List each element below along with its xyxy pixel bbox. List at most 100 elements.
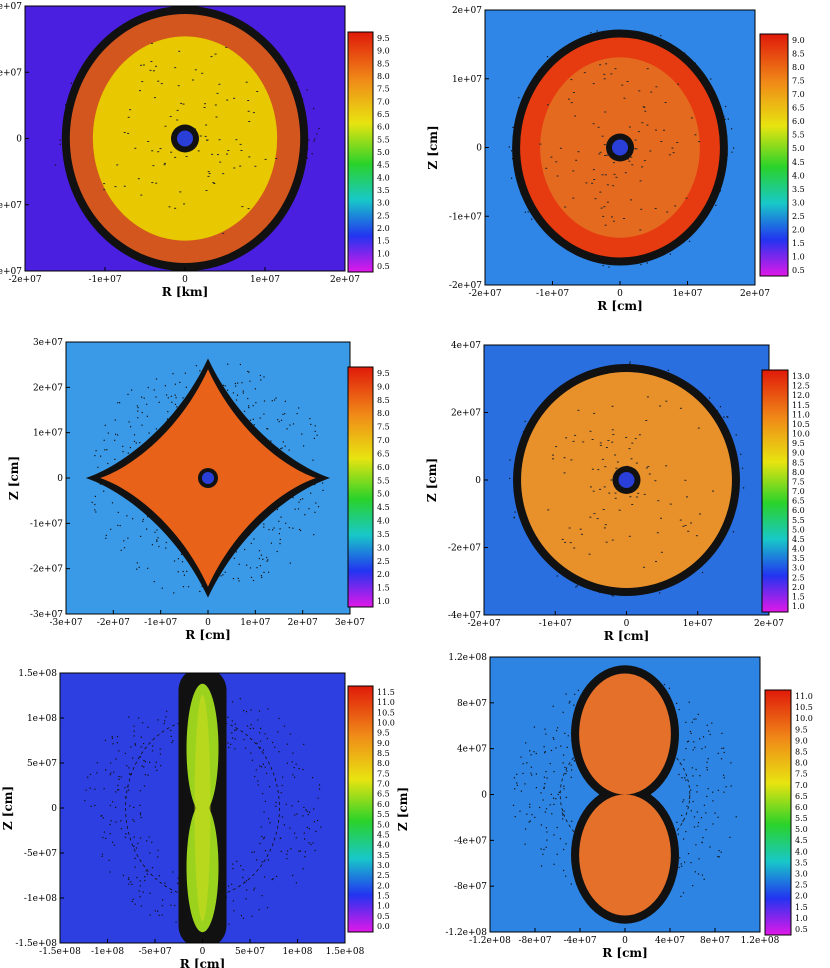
- y-tick-label: 1e+07: [452, 75, 482, 85]
- colorbar-tick-label: 4.5: [792, 535, 805, 544]
- colorbar-tick-label: 8.0: [377, 759, 390, 768]
- colorbar-tick-label: 6.0: [792, 117, 805, 126]
- y-tick-label: -2e+07: [0, 267, 22, 277]
- colorbar-tick-label: 5.0: [795, 825, 808, 834]
- y-tick-label: -4e+07: [454, 836, 487, 846]
- y-tick-label: -5e+07: [24, 849, 57, 859]
- colorbar-tick-label: 2.0: [377, 570, 390, 579]
- colorbar-tick-label: 6.5: [792, 104, 805, 113]
- colorbar-tick-label: 7.5: [792, 77, 805, 86]
- colorbar-tick-label: 6.0: [792, 506, 805, 515]
- x-tick-label: -1e+07: [88, 275, 121, 285]
- density-blob: [513, 364, 740, 596]
- colorbar: [759, 33, 789, 277]
- x-tick-label: 0: [622, 936, 628, 946]
- colorbar-tick-label: 8.0: [377, 72, 390, 81]
- y-tick-label: -4e+07: [448, 611, 481, 621]
- colorbar-tick-label: 3.5: [795, 858, 808, 867]
- colorbar-tick-label: 6.0: [377, 123, 390, 132]
- x-tick-label: -2e+07: [8, 275, 41, 285]
- x-tick-label: 2e+07: [288, 618, 318, 628]
- colorbar-tick-label: 9.5: [377, 369, 390, 378]
- x-tick-label: -1e+07: [536, 289, 569, 299]
- x-tick-label: -1e+07: [144, 618, 177, 628]
- colorbar-tick-label: 2.0: [795, 892, 808, 901]
- colorbar-tick-label: 0.5: [377, 912, 390, 921]
- colorbar-tick-label: 1.0: [795, 914, 808, 923]
- y-tick-label: 1e+07: [0, 68, 22, 78]
- x-tick-label: 1e+07: [250, 275, 280, 285]
- colorbar-tick-label: 3.0: [377, 543, 390, 552]
- y-tick-label: 1e+07: [33, 429, 63, 439]
- colorbar: [347, 685, 374, 933]
- colorbar-tick-label: 11.5: [377, 688, 395, 697]
- colorbar: [761, 369, 789, 613]
- x-axis-label: R [cm]: [185, 628, 231, 642]
- y-tick-label: 1.5e+08: [18, 669, 57, 679]
- colorbar-tick-label: 9.0: [377, 382, 390, 391]
- y-tick-label: -1.5e+08: [15, 939, 57, 949]
- colorbar-tick-label: 1.5: [795, 903, 808, 912]
- y-tick-label: 2e+07: [33, 383, 63, 393]
- colorbar-tick-label: 3.0: [377, 861, 390, 870]
- x-tick-label: -2e+07: [468, 289, 501, 299]
- colorbar-tick-label: 2.0: [377, 224, 390, 233]
- y-tick-label: 1e+08: [27, 714, 57, 724]
- colorbar-tick-label: 4.5: [377, 503, 390, 512]
- colorbar-tick-label: 5.0: [792, 144, 805, 153]
- colorbar-tick-label: 5.5: [792, 131, 805, 140]
- y-tick-label: 0: [481, 791, 487, 801]
- colorbar-tick-label: 6.0: [795, 803, 808, 812]
- colorbar-tick-label: 8.0: [792, 468, 805, 477]
- colorbar-tick-label: 3.5: [792, 554, 805, 563]
- colorbar-tick-label: 7.5: [377, 85, 390, 94]
- y-tick-label: 0: [16, 135, 22, 145]
- colorbar-tick-label: 1.0: [377, 597, 390, 606]
- chart-panel-1: -2e+07 -1e+07 0 1e+07 2e+07 2e+07 1e+07 0 -1e+07…: [0, 2, 390, 299]
- colorbar: [347, 366, 374, 608]
- colorbar-tick-label: 2.5: [795, 881, 808, 890]
- colorbar-tick-label: 10.0: [792, 430, 810, 439]
- chart-panel-5: -1.5e+08 -1e+08 -5e+07 0 5e+07 1e+08 1.5e+08 1.…: [1, 669, 410, 968]
- colorbar-tick-label: 4.0: [795, 847, 808, 856]
- x-axis-label: R [cm]: [604, 629, 650, 643]
- x-tick-label: 1e+07: [240, 618, 270, 628]
- colorbar-tick-label: 0.5: [377, 262, 390, 271]
- colorbar-tick-label: 4.0: [377, 841, 390, 850]
- colorbar-tick-label: 6.5: [795, 792, 808, 801]
- x-axis-label: R [cm]: [180, 957, 226, 968]
- x-tick-label: 0: [624, 619, 630, 629]
- y-tick-label: -1e+07: [0, 201, 22, 211]
- colorbar-tick-label: 8.0: [377, 409, 390, 418]
- colorbar-tick-label: 8.5: [377, 749, 390, 758]
- y-tick-label: -1.2e+08: [445, 928, 487, 938]
- colorbar: [347, 31, 374, 273]
- x-tick-label: 4e+07: [655, 936, 685, 946]
- x-tick-label: -3e+07: [49, 618, 82, 628]
- colorbar-tick-label: 3.5: [377, 186, 390, 195]
- y-axis-label: Z [cm]: [1, 786, 15, 830]
- y-tick-label: 2e+07: [452, 6, 482, 16]
- y-tick-label: -1e+07: [449, 212, 482, 222]
- x-tick-label: 8e+07: [700, 936, 730, 946]
- colorbar-tick-label: 5.5: [792, 516, 805, 525]
- colorbar-tick-label: 5.5: [377, 135, 390, 144]
- y-tick-label: 4e+07: [451, 341, 481, 351]
- colorbar-tick-label: 6.5: [377, 790, 390, 799]
- colorbar-tick-label: 3.0: [377, 199, 390, 208]
- x-tick-label: 1.2e+08: [741, 936, 780, 946]
- x-tick-label: 0: [617, 289, 623, 299]
- colorbar-tick-label: 1.0: [792, 252, 805, 261]
- x-tick-label: -1.5e+08: [39, 947, 81, 957]
- x-axis-label: R [cm]: [597, 299, 643, 313]
- y-tick-label: 2e+07: [451, 409, 481, 419]
- colorbar-tick-label: 9.5: [792, 439, 805, 448]
- colorbar-tick-label: 8.5: [377, 59, 390, 68]
- x-tick-label: 2e+07: [740, 289, 770, 299]
- colorbar-tick-label: 0.5: [792, 266, 805, 275]
- x-tick-label: 2e+07: [754, 619, 784, 629]
- colorbar-tick-label: 3.5: [377, 851, 390, 860]
- colorbar-tick-label: 6.0: [377, 463, 390, 472]
- colorbar-tick-label: 4.0: [377, 173, 390, 182]
- colorbar-tick-label: 12.0: [792, 391, 810, 400]
